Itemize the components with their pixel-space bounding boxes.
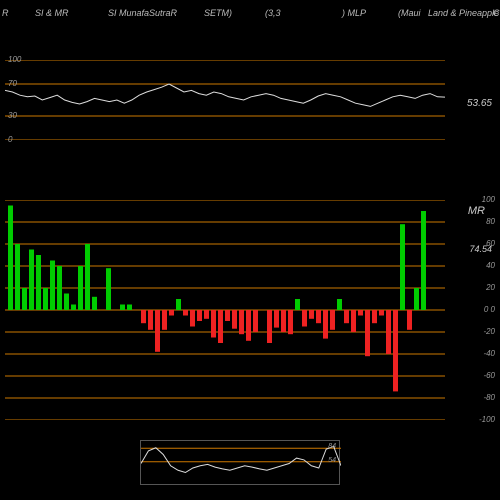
mr-title: MR [468,205,485,217]
mr-y-label: -100 [479,415,495,424]
mr-bar-panel [5,200,445,420]
header-segment: C [493,8,500,18]
mini-y-label: 54 [328,457,336,464]
mini-line-chart [141,441,341,486]
rsi-y-label: 0 [8,135,12,144]
mr-y-label: 80 [486,217,495,226]
mr-y-label: -80 [483,393,495,402]
rsi-y-label: 70 [8,79,17,88]
header-segment: (Maui [398,8,421,18]
mr-y-label: 40 [486,261,495,270]
header-segment: (3,3 [265,8,281,18]
header-segment: SI & MR [35,8,69,18]
rsi-line-panel [5,60,445,140]
header-segment: SETM) [204,8,232,18]
mr-y-label: 60 [486,239,495,248]
mr-bar-chart [5,200,445,420]
mini-line-panel: 84 54 [140,440,340,485]
header-segment: R [2,8,9,18]
rsi-line-chart [5,60,445,140]
mr-y-label: -40 [483,349,495,358]
header-segment: ) MLP [342,8,366,18]
mr-y-label: 100 [482,195,495,204]
mr-y-label: -60 [483,371,495,380]
mr-y-label: 0 0 [484,305,495,314]
mini-y-label: 84 [328,443,336,450]
rsi-last-value: 53.65 [467,98,492,109]
rsi-y-label: 30 [8,111,17,120]
mr-y-label: -20 [483,327,495,336]
header-segment: SI MunafaSutraR [108,8,177,18]
mr-y-label: 20 [486,283,495,292]
header-segment: Land & Pineapple [428,8,499,18]
rsi-y-label: 100 [8,55,21,64]
